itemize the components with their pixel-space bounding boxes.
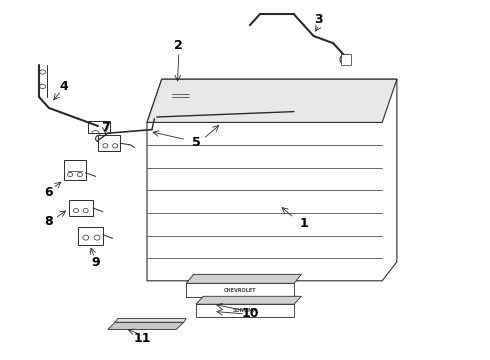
Bar [196, 304, 294, 317]
Polygon shape [196, 296, 301, 304]
Bar [229, 169, 259, 178]
Text: 8: 8 [45, 215, 53, 228]
Text: 10: 10 [241, 307, 259, 320]
Text: SONOMA: SONOMA [233, 308, 257, 313]
Text: 5: 5 [192, 136, 200, 149]
Polygon shape [147, 79, 397, 281]
Text: 6: 6 [45, 186, 53, 199]
Polygon shape [186, 274, 301, 283]
Bar [167, 88, 194, 108]
Text: 11: 11 [133, 332, 151, 345]
Bar [78, 227, 103, 245]
Bar [64, 160, 86, 180]
Bar [341, 54, 351, 65]
Bar [186, 283, 294, 297]
Bar [69, 200, 93, 216]
Bar [232, 172, 251, 177]
Bar [88, 121, 110, 133]
Text: 1: 1 [299, 217, 308, 230]
Text: CHEVROLET: CHEVROLET [224, 288, 256, 293]
Polygon shape [108, 322, 184, 329]
Text: 3: 3 [314, 13, 323, 26]
Text: 7: 7 [101, 121, 110, 134]
Text: 9: 9 [91, 256, 100, 269]
Text: 4: 4 [59, 80, 68, 93]
Bar [98, 135, 120, 151]
Polygon shape [115, 319, 186, 322]
Polygon shape [147, 79, 397, 122]
Text: 2: 2 [174, 39, 183, 51]
